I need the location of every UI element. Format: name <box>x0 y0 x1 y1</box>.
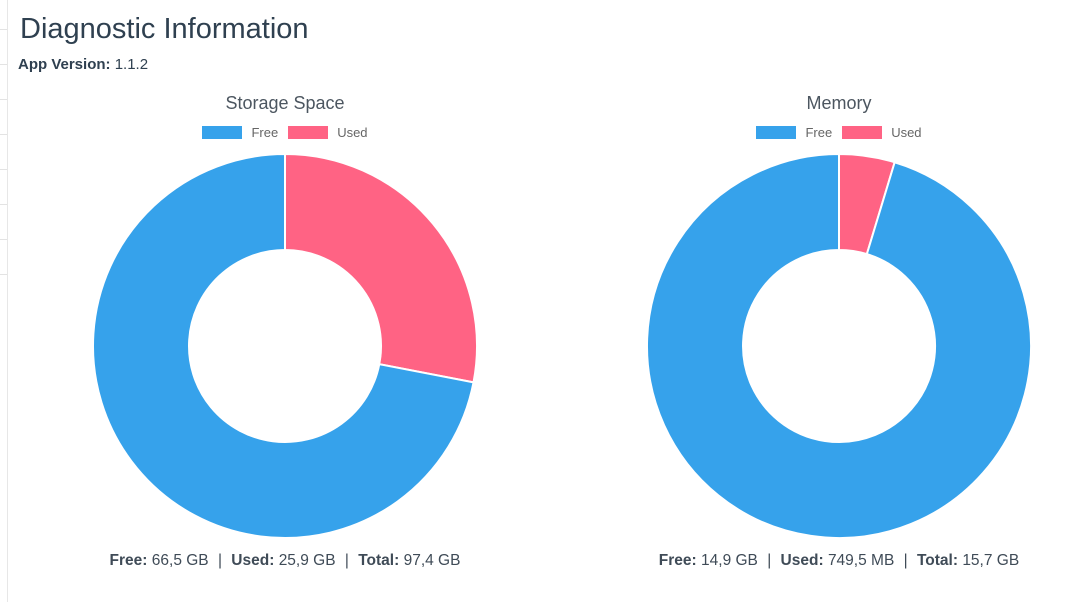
memory-chart-stats: Free: 14,9 GB | Used: 749,5 MB | Total: … <box>659 552 1019 570</box>
stats-used-label: Used: <box>780 552 824 570</box>
free-swatch-icon <box>202 126 243 140</box>
stats-separator: | <box>903 552 908 570</box>
stats-free-value: 66,5 GB <box>151 552 209 570</box>
storage-chart-stats: Free: 66,5 GB | Used: 25,9 GB | Total: 9… <box>110 552 461 570</box>
storage-chart-legend: Free Used <box>197 125 372 140</box>
legend-label-free: Free <box>805 125 833 141</box>
donut-slice-free[interactable] <box>646 153 1032 540</box>
stats-free-value: 14,9 GB <box>701 552 758 570</box>
stats-free-label: Free: <box>109 552 148 570</box>
stats-separator: | <box>767 552 772 570</box>
diagnostic-page: Diagnostic Information App Version: 1.1.… <box>8 0 1075 570</box>
charts-row: Storage Space Free Used Free: 66,5 GB | … <box>8 84 1075 570</box>
app-version-value: 1.1.2 <box>114 56 149 74</box>
legend-item-free[interactable]: Free <box>202 125 278 140</box>
used-swatch-icon <box>288 126 329 140</box>
legend-label-free: Free <box>251 125 279 141</box>
free-swatch-icon <box>756 126 797 140</box>
donut-slice-free[interactable] <box>92 153 475 540</box>
stats-total-label: Total: <box>358 552 400 570</box>
stats-separator: | <box>217 552 222 570</box>
memory-chart-panel: Memory Free Used Free: 14,9 GB | Used: 7… <box>562 84 1075 570</box>
stats-total-label: Total: <box>916 552 958 570</box>
memory-chart-title: Memory <box>806 93 872 114</box>
app-version-line: App Version: 1.1.2 <box>8 46 1075 73</box>
left-panel-row-separators <box>0 0 7 280</box>
donut-slice-used[interactable] <box>284 153 478 384</box>
storage-chart-panel: Storage Space Free Used Free: 66,5 GB | … <box>8 84 562 570</box>
legend-item-used[interactable]: Used <box>288 125 368 141</box>
memory-donut-chart[interactable] <box>639 146 1039 546</box>
legend-label-used: Used <box>891 125 922 141</box>
storage-chart-title: Storage Space <box>225 93 345 114</box>
legend-item-used[interactable]: Used <box>842 125 922 141</box>
storage-donut-chart[interactable] <box>85 146 485 546</box>
legend-item-free[interactable]: Free <box>756 125 832 140</box>
stats-total-value: 97,4 GB <box>403 552 461 570</box>
used-swatch-icon <box>842 126 883 140</box>
stats-separator: | <box>344 552 349 570</box>
stats-used-value: 749,5 MB <box>827 552 895 570</box>
app-version-label: App Version: <box>18 56 111 74</box>
stats-total-value: 15,7 GB <box>962 552 1020 570</box>
page-title: Diagnostic Information <box>20 13 309 45</box>
stats-used-value: 25,9 GB <box>278 552 336 570</box>
stats-used-label: Used: <box>231 552 275 570</box>
legend-label-used: Used <box>337 125 368 141</box>
left-panel-edge <box>0 0 8 602</box>
stats-free-label: Free: <box>658 552 697 570</box>
memory-chart-legend: Free Used <box>751 125 926 140</box>
